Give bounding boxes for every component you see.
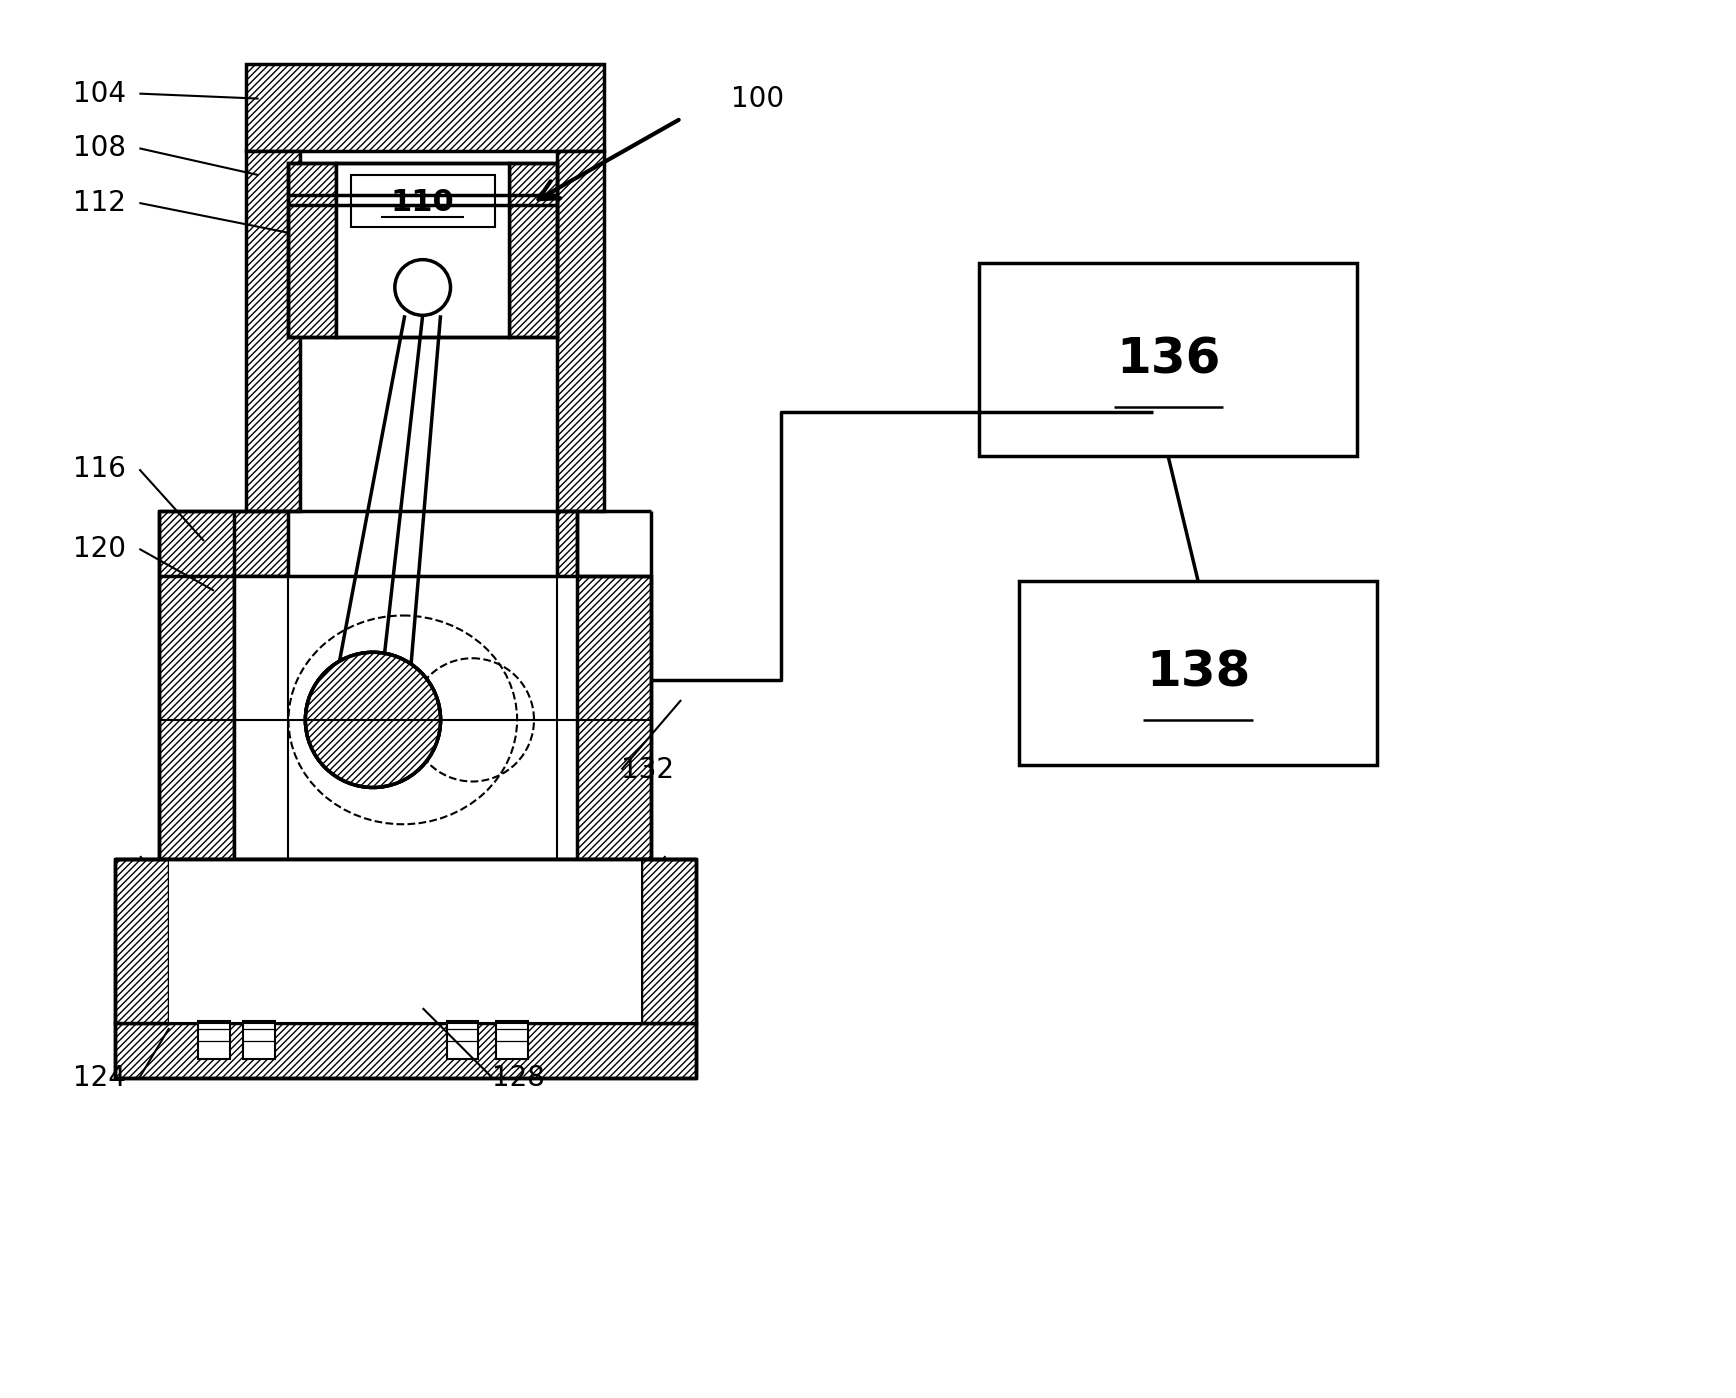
Bar [247,64,604,151]
Circle shape [394,260,451,316]
Polygon shape [160,512,288,858]
Text: 136: 136 [1116,336,1220,383]
Text: 104: 104 [73,80,125,108]
Text: 120: 120 [73,535,125,563]
Bar [247,151,300,512]
Text: 132: 132 [621,755,675,783]
Bar [198,1021,229,1058]
Text: 138: 138 [1146,649,1250,696]
Text: 100: 100 [731,85,785,113]
Bar [234,576,576,858]
Bar [337,164,509,337]
Circle shape [306,653,441,787]
Bar [288,164,557,337]
Polygon shape [557,512,651,858]
Bar [446,1021,479,1058]
Text: 124: 124 [73,1064,125,1092]
Text: 116: 116 [73,456,125,484]
Bar [288,164,337,337]
Bar [168,858,641,1023]
Bar [496,1021,528,1058]
Circle shape [306,653,441,787]
Text: 108: 108 [73,134,125,162]
Bar [641,858,696,1023]
Bar [243,1021,274,1058]
Text: 110: 110 [391,189,455,218]
Text: 112: 112 [73,189,125,217]
Bar [1019,580,1377,765]
Bar [557,151,604,512]
Bar [509,164,557,337]
Bar [351,175,495,226]
Bar [115,858,168,1023]
Bar [979,263,1358,457]
Bar [115,1023,696,1078]
Text: 128: 128 [493,1064,545,1092]
